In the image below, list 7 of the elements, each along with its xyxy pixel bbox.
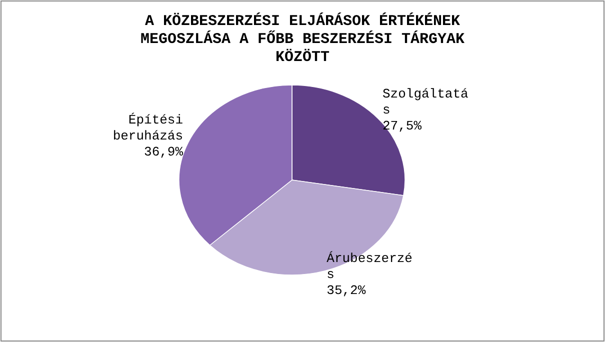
- data-label: 36,9%: [144, 144, 184, 160]
- chart-title: A KÖZBESZERZÉSI ELJÁRÁSOK ÉRTÉKÉNEK MEGOSZLÁSA A FŐBB BESZERZÉSI TÁRGYAK KÖZÖTT: [140, 12, 465, 66]
- slice-label: Árubeszerzés: [326, 251, 412, 282]
- slice-label: Építési beruházás: [112, 112, 184, 144]
- data-label: 27,5%: [382, 118, 422, 134]
- slice-label: Szolgáltatás: [382, 86, 468, 118]
- data-label: 35,2%: [326, 283, 366, 298]
